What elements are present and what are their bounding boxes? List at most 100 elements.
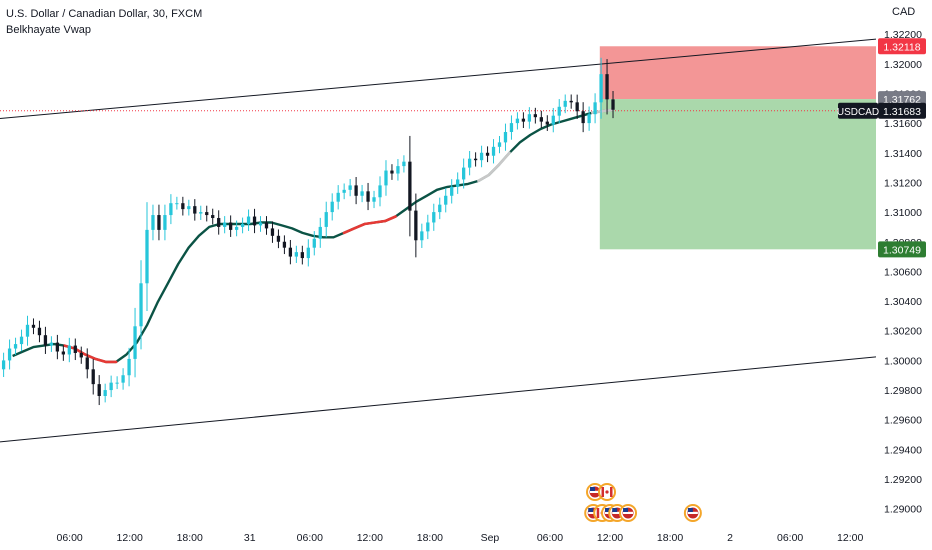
candle-body <box>199 212 203 214</box>
candle-body <box>13 344 18 349</box>
candle <box>408 135 412 237</box>
candle-body <box>49 342 54 346</box>
candle <box>384 160 388 196</box>
candle-body <box>497 142 502 147</box>
candle-body <box>378 185 382 198</box>
candle <box>336 185 340 210</box>
candle <box>348 179 352 197</box>
channel-line-lower <box>0 356 877 443</box>
candle <box>599 57 603 119</box>
symbol-title[interactable]: U.S. Dollar / Canadian Dollar, 30, FXCM <box>6 8 203 20</box>
price-tick-label: 1.31400 <box>884 148 922 160</box>
candle <box>396 159 400 181</box>
candle-body <box>485 152 490 156</box>
candle-body <box>19 336 24 345</box>
candle <box>115 376 119 390</box>
candle-body <box>408 161 412 211</box>
candle <box>593 93 597 124</box>
stop-loss-zone <box>599 46 876 100</box>
candle-body <box>390 170 394 174</box>
candle <box>258 216 263 232</box>
candle <box>306 239 310 267</box>
candle-body <box>372 197 376 202</box>
candle <box>169 194 173 225</box>
candle <box>551 107 555 133</box>
candle <box>300 245 304 265</box>
candle <box>318 217 322 248</box>
candle <box>211 208 215 225</box>
candle-body <box>521 118 526 122</box>
candle-body <box>276 235 281 242</box>
candle <box>181 196 185 216</box>
candle-body <box>205 212 209 216</box>
price-tick-label: 1.30200 <box>884 326 922 338</box>
flag-stripe <box>590 490 601 493</box>
candle-body <box>145 229 149 284</box>
time-tick-label: 06:00 <box>777 532 803 544</box>
flag-bar <box>596 508 600 518</box>
price-tick-label: 1.31200 <box>884 177 922 189</box>
candle <box>605 59 609 115</box>
price-tick-label: 1.29800 <box>884 385 922 397</box>
candle <box>569 94 573 109</box>
candle <box>240 217 245 234</box>
candle-body <box>551 115 555 125</box>
candle-body <box>61 351 65 355</box>
price-tick-label: 1.30000 <box>884 355 922 367</box>
candle <box>79 346 83 364</box>
candle <box>37 320 42 343</box>
indicator-label[interactable]: Belkhayate Vwap <box>6 24 91 36</box>
candle-body <box>420 231 424 241</box>
candle <box>360 184 364 203</box>
candle <box>163 204 167 241</box>
price-tick-label: 1.31600 <box>884 118 922 130</box>
candle-body <box>593 102 597 115</box>
candle <box>25 315 30 346</box>
symbol-tag-box <box>838 102 878 119</box>
time-tick-label: 2 <box>727 532 733 544</box>
candle-body <box>127 358 131 376</box>
candle-body <box>396 166 400 174</box>
candle-body <box>575 102 579 112</box>
flag-stripe <box>687 511 698 514</box>
candle <box>43 326 48 354</box>
candle <box>187 199 191 216</box>
candle-body <box>115 382 119 384</box>
candle-body <box>605 74 609 100</box>
candle-body <box>306 247 310 259</box>
candle <box>390 164 394 180</box>
flag-stripe <box>623 511 634 514</box>
candle <box>402 155 406 173</box>
candle-body <box>342 189 346 193</box>
flag-canton <box>588 508 594 512</box>
candle <box>563 94 567 114</box>
time-tick-label: 12:00 <box>837 532 863 544</box>
candle-body <box>55 342 60 352</box>
candle <box>199 205 203 220</box>
candle-body <box>217 218 221 227</box>
candle <box>330 193 334 221</box>
candle <box>31 318 36 335</box>
price-tick-label: 1.32000 <box>884 59 922 71</box>
candle-body <box>432 212 436 223</box>
candle-body <box>270 228 275 236</box>
candle <box>479 145 484 168</box>
candle <box>13 337 18 355</box>
candle-body <box>175 203 179 205</box>
time-tick-label: 18:00 <box>417 532 443 544</box>
candle <box>139 260 143 350</box>
candle <box>288 239 293 265</box>
candle-body <box>318 226 322 239</box>
candle <box>276 229 281 249</box>
flag-stripe <box>612 511 623 514</box>
time-axis: 06:00 12:00 18:00 31 06:00 12:00 18:00 Sep 06:00… <box>57 532 864 544</box>
candle-body <box>151 215 155 230</box>
candle-body <box>252 216 257 226</box>
candle <box>497 136 502 154</box>
candle-body <box>193 206 197 214</box>
flag-canton <box>605 508 611 512</box>
price-tick-label: 1.31000 <box>884 207 922 219</box>
candle-body <box>563 100 567 107</box>
